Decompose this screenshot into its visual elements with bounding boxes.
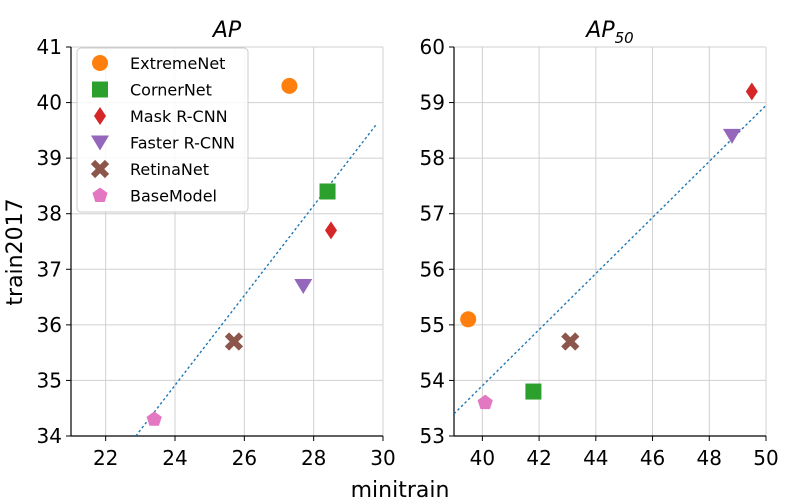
- x-tick-label-26: 26: [232, 446, 257, 470]
- point-faster-r-cnn-ap50-shape: [722, 128, 741, 144]
- legend: ExtremeNet CornerNet Mask R-CNN Faster R-CN…: [76, 47, 249, 213]
- x-tick-label-50: 50: [753, 446, 778, 470]
- legend-label-basemodel: BaseModel: [130, 187, 217, 206]
- point-retinanet-ap-stroke-b: [224, 332, 244, 351]
- panel-title-main-ap50: AP: [584, 18, 615, 43]
- point-mask-r-cnn-ap50-shape: [745, 82, 758, 101]
- y-tick-label-53: 53: [420, 424, 445, 448]
- panel-title-subscript-ap50: 50: [615, 29, 634, 47]
- point-mask-r-cnn-ap-shape: [325, 221, 337, 240]
- point-extremenet-ap-shape: [281, 77, 298, 94]
- point-faster-r-cnn-ap-shape: [294, 278, 313, 294]
- legend-marker-extremenet: [92, 55, 108, 71]
- point-basemodel-ap: [146, 411, 162, 426]
- legend-marker-retinanet: [90, 159, 110, 179]
- legend-frame: [76, 47, 249, 213]
- y-tick-label-37: 37: [37, 257, 62, 281]
- point-cornernet-ap50-shape: [525, 383, 542, 400]
- panel-title-main-ap: AP: [211, 18, 242, 43]
- panel-title-ap50: AP50: [584, 18, 633, 47]
- point-basemodel-ap50-shape: [477, 394, 493, 410]
- point-retinanet-ap50: [561, 332, 580, 351]
- legend-marker-basemodel-shape: [92, 187, 108, 202]
- y-tick-label-57: 57: [420, 202, 445, 226]
- y-tick-label-39: 39: [37, 146, 62, 170]
- y-tick-label-55: 55: [420, 313, 445, 337]
- y-tick-label-60: 60: [420, 35, 445, 59]
- point-extremenet-ap50: [460, 311, 477, 328]
- legend-label-mask-r-cnn: Mask R-CNN: [130, 107, 228, 126]
- point-basemodel-ap-shape: [146, 411, 162, 426]
- legend-label-cornernet: CornerNet: [130, 81, 212, 100]
- x-tick-label-30: 30: [370, 446, 395, 470]
- point-mask-r-cnn-ap50: [745, 82, 758, 101]
- x-tick-label-48: 48: [697, 446, 722, 470]
- y-axis-title: train2017: [3, 198, 28, 305]
- y-tick-label-38: 38: [37, 202, 62, 226]
- point-basemodel-ap50: [477, 394, 493, 410]
- point-cornernet-ap: [319, 183, 336, 200]
- y-tick-label-41: 41: [37, 35, 62, 59]
- point-faster-r-cnn-ap50: [722, 128, 741, 144]
- legend-marker-mask-r-cnn-shape: [94, 107, 106, 125]
- legend-marker-cornernet: [92, 81, 108, 98]
- point-extremenet-ap: [281, 77, 298, 94]
- legend-marker-cornernet-shape: [92, 81, 108, 98]
- point-retinanet-ap: [224, 332, 244, 351]
- legend-marker-faster-r-cnn-shape: [91, 135, 109, 151]
- x-tick-label-44: 44: [583, 446, 608, 470]
- x-tick-label-46: 46: [640, 446, 665, 470]
- legend-label-retinanet: RetinaNet: [130, 160, 209, 179]
- legend-marker-extremenet-shape: [92, 55, 108, 71]
- trend-line-ap: [135, 124, 377, 436]
- x-tick-label-28: 28: [301, 446, 326, 470]
- legend-marker-retinanet-stroke-b: [90, 159, 110, 179]
- y-tick-label-58: 58: [420, 146, 445, 170]
- point-cornernet-ap50: [525, 383, 542, 400]
- point-extremenet-ap50-shape: [460, 311, 477, 328]
- point-mask-r-cnn-ap: [325, 221, 337, 240]
- x-axis-title: minitrain: [351, 478, 450, 500]
- y-tick-label-56: 56: [420, 257, 445, 281]
- y-tick-label-35: 35: [37, 368, 62, 392]
- y-tick-label-34: 34: [37, 424, 62, 448]
- x-tick-label-42: 42: [526, 446, 551, 470]
- legend-marker-basemodel: [92, 187, 108, 202]
- legend-marker-mask-r-cnn: [94, 107, 106, 125]
- legend-label-faster-r-cnn: Faster R-CNN: [130, 134, 235, 153]
- panel-title-ap: AP: [211, 18, 242, 43]
- legend-label-extremenet: ExtremeNet: [130, 54, 225, 73]
- y-tick-label-59: 59: [420, 91, 445, 115]
- y-tick-label-40: 40: [37, 91, 62, 115]
- y-tick-label-36: 36: [37, 313, 62, 337]
- x-tick-label-40: 40: [470, 446, 495, 470]
- x-tick-label-22: 22: [93, 446, 118, 470]
- point-retinanet-ap50-stroke-b: [561, 332, 580, 351]
- trend-line-ap50: [454, 104, 766, 415]
- legend-marker-faster-r-cnn: [91, 135, 109, 151]
- point-faster-r-cnn-ap: [294, 278, 313, 294]
- x-tick-label-24: 24: [162, 446, 187, 470]
- y-tick-label-54: 54: [420, 368, 445, 392]
- point-cornernet-ap-shape: [319, 183, 336, 200]
